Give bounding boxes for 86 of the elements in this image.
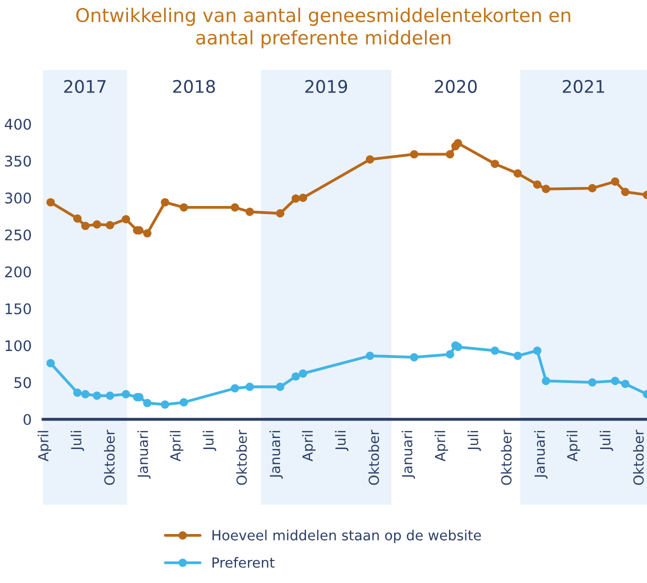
point [292, 194, 300, 203]
point [106, 220, 114, 230]
point [588, 184, 596, 192]
x-tick-label: Januari [137, 431, 151, 479]
point [122, 215, 130, 224]
x-tick-label: Juli [335, 431, 348, 452]
point [490, 346, 500, 355]
x-tick-label: April [566, 431, 580, 462]
point [446, 350, 454, 358]
point [276, 382, 284, 391]
x-tick-label: April [170, 431, 184, 462]
chart-title: Ontwikkeling van aantal geneesmiddelentekorten en aantal preferente middelen [76, 8, 570, 48]
point [610, 177, 620, 186]
text: 2020 [434, 80, 477, 94]
point [92, 220, 102, 229]
point [446, 150, 454, 158]
legend-label: Preferent [212, 557, 275, 568]
point [81, 222, 90, 230]
point [542, 376, 550, 386]
point [410, 353, 418, 362]
point [73, 214, 82, 223]
point [514, 169, 522, 178]
point [246, 382, 254, 391]
x-tick-label: April [434, 431, 448, 462]
point [143, 229, 152, 238]
point [122, 390, 130, 398]
x-tick-label: Oktober [500, 430, 512, 485]
point [298, 369, 308, 378]
point [106, 392, 114, 400]
point [533, 346, 542, 355]
point [180, 398, 188, 406]
band-label: 2017 [64, 80, 106, 94]
point [621, 380, 630, 388]
point [73, 388, 82, 397]
point [533, 180, 542, 189]
point [160, 400, 170, 409]
point [143, 398, 152, 408]
x-tick-label: Januari [402, 431, 415, 479]
x-tick-label: Januari [269, 431, 283, 479]
point [514, 352, 522, 360]
point [246, 208, 254, 216]
x-tick-label: April [302, 431, 316, 462]
x-tick-label: April [38, 431, 52, 462]
x-tick-label: Juli [70, 431, 84, 452]
point [276, 209, 284, 218]
point [298, 194, 308, 202]
x-tick-label: Oktober [104, 430, 115, 485]
y-tick-label: 100 [6, 340, 31, 352]
x-tick-label: Januari [534, 431, 548, 479]
x-tick-label: Oktober [368, 430, 380, 485]
point [46, 198, 55, 206]
point [610, 376, 620, 386]
y-tick-label: 50 [14, 377, 31, 388]
point [621, 188, 630, 196]
point [180, 203, 188, 212]
point [230, 203, 240, 212]
point [366, 155, 374, 164]
point [160, 198, 170, 206]
band-label: 2019 [305, 80, 348, 94]
text: 2018 [173, 80, 215, 94]
y-tick-label: 400 [4, 118, 31, 130]
y-tick-label: 0 [24, 414, 31, 426]
point [81, 390, 90, 398]
y-tick-label: 200 [5, 266, 31, 278]
point [366, 352, 374, 360]
y-tick-label: 250 [5, 229, 31, 240]
y-tick-label: 300 [5, 192, 31, 204]
point [588, 378, 596, 387]
band-label: 2021 [562, 80, 604, 94]
point [454, 342, 462, 352]
y-tick-label: 150 [6, 303, 31, 314]
point [542, 184, 550, 194]
point [454, 139, 462, 148]
x-tick-label: Juli [202, 431, 216, 452]
point [92, 392, 102, 400]
x-tick-label: Oktober [633, 430, 644, 485]
legend-label: Hoeveel middelen staan op de website [212, 530, 481, 544]
point [46, 359, 55, 368]
x-tick-label: Oktober [236, 430, 247, 485]
x-tick-label: Juli [468, 431, 481, 452]
x-tick-label: Juli [600, 431, 614, 452]
point [410, 150, 418, 158]
y-tick-label: 350 [5, 156, 31, 167]
point [230, 384, 240, 392]
point [292, 372, 300, 381]
point [490, 160, 500, 168]
